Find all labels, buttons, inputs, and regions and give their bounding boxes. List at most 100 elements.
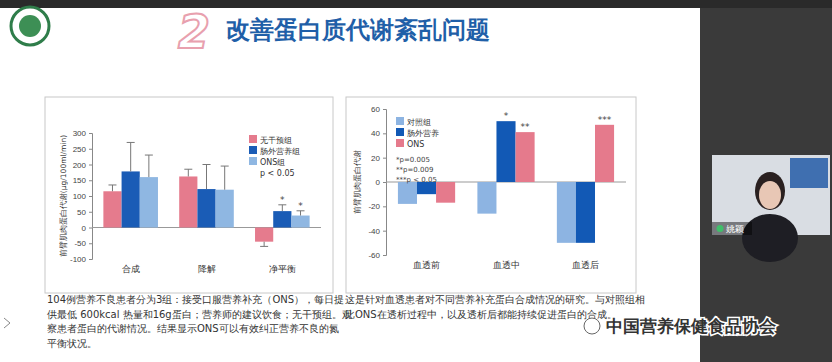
x-tick: 降解: [198, 264, 216, 274]
presenter-name: 姚颖: [726, 224, 744, 234]
error-cap: [203, 164, 211, 165]
webcam: 姚颖: [712, 155, 830, 262]
y-label: 前臂肌肉蛋白代谢: [353, 150, 362, 214]
chart: -100-50050100150200250300合成降解净平衡前臂肌肉蛋白代谢…: [45, 97, 333, 293]
y-tick: 250: [73, 145, 92, 154]
error-cap: [127, 142, 135, 143]
legend-swatch: [396, 117, 404, 125]
y-tick-label: 40: [371, 129, 380, 138]
error-stem: [282, 205, 283, 211]
y-label: 前臂肌肉蛋白代谢(μg/100ml/min): [59, 135, 68, 257]
y-tick-mark: [89, 259, 92, 260]
y-tick-mark: [383, 255, 386, 256]
x-tick-label: 降解: [198, 264, 216, 274]
watermark: 中国营养保健食品协会: [584, 316, 777, 336]
y-tick-label: 0: [82, 224, 87, 233]
bar: [496, 121, 515, 182]
annotation: *: [504, 111, 509, 121]
error-stem: [264, 242, 265, 247]
y-tick: -100: [70, 255, 92, 264]
bar: [417, 182, 436, 194]
bar: [122, 171, 140, 227]
y-tick-mark: [89, 243, 92, 244]
bar: [216, 190, 234, 228]
y-axis-line: [89, 134, 93, 260]
y-tick: -20: [368, 202, 386, 211]
bar: [140, 177, 158, 227]
annotation: *: [280, 195, 285, 205]
y-tick-mark: [383, 231, 386, 232]
slide-number: 2: [178, 5, 210, 59]
error-bar: [278, 205, 286, 211]
x-tick-label: 合成: [122, 264, 140, 274]
error-bar: [145, 155, 153, 177]
error-stem: [112, 185, 113, 191]
y-tick-mark: [383, 182, 386, 183]
legend-swatch: [396, 139, 404, 147]
error-bar: [221, 166, 229, 190]
chart-frame: [346, 97, 636, 293]
error-cap: [260, 246, 268, 247]
legend-swatch: [249, 157, 257, 165]
y-tick-label: 60: [371, 105, 380, 114]
error-bar: [127, 142, 135, 171]
bar: [197, 189, 215, 227]
y-tick: 60: [371, 105, 386, 114]
y-tick-mark: [383, 158, 386, 159]
error-bar: [184, 169, 192, 176]
error-cap: [184, 169, 192, 170]
legend: 对照组肠外营养ONS*p=0.005**p=0.009***p < 0.05: [396, 117, 439, 184]
y-tick: -40: [368, 227, 386, 236]
chart-frame: [45, 97, 333, 293]
y-tick-mark: [383, 133, 386, 134]
bars: [103, 142, 309, 246]
annotation: ***: [598, 115, 612, 125]
legend-label: 对照组: [407, 118, 431, 127]
y-tick: 200: [73, 161, 92, 170]
y-axis: -100-50050100150200250300: [70, 129, 93, 264]
x-tick: 血透前: [413, 260, 440, 270]
x-tick-label: 血透后: [572, 260, 599, 270]
y-tick: 0: [376, 178, 386, 187]
x-tick-label: 净平衡: [269, 264, 296, 274]
legend-label: ONS: [407, 140, 424, 149]
y-tick-label: 200: [73, 161, 87, 170]
logo: [11, 7, 49, 45]
screen-bg: [0, 0, 832, 362]
bar: [179, 176, 197, 227]
bar: [255, 228, 273, 242]
bar: [291, 216, 309, 228]
y-tick-label: -60: [368, 251, 380, 260]
y-tick-mark: [89, 133, 92, 134]
bar: [103, 191, 121, 227]
error-stem: [224, 166, 225, 190]
y-tick-mark: [89, 165, 92, 166]
x-tick: 净平衡: [269, 264, 296, 274]
caption-line: 比ONS在透析过程中，以及透析后都能持续促进蛋白的合成。: [345, 309, 617, 320]
y-tick: 0: [82, 224, 92, 233]
bar: [398, 182, 417, 204]
wechat-icon: [584, 318, 600, 334]
y-axis-line: [383, 110, 387, 256]
error-cap: [108, 184, 116, 185]
y-tick-mark: [383, 109, 386, 110]
error-bar: [260, 242, 268, 247]
y-tick-mark: [89, 180, 92, 181]
caption-line: 平衡状况。: [47, 338, 97, 349]
y-tick-label: -100: [70, 255, 87, 264]
note: *p=0.005: [396, 156, 430, 164]
legend-swatch: [396, 128, 404, 136]
slide-title: 改善蛋白质代谢紊乱问题: [226, 16, 490, 44]
y-tick-label: -40: [368, 227, 380, 236]
chart: -60-40-200204060血透前血透中血透后前臂肌肉蛋白代谢******对…: [346, 97, 636, 293]
y-tick: -50: [74, 239, 92, 248]
y-tick: 50: [77, 208, 92, 217]
legend-label: 肠外营养组: [260, 147, 300, 156]
y-tick-label: 300: [73, 129, 87, 138]
y-tick-label: -20: [368, 202, 380, 211]
error-bar: [203, 165, 211, 190]
note: **p=0.009: [396, 166, 433, 174]
legend-label: 无干预组: [260, 136, 292, 145]
y-tick: -60: [368, 251, 386, 260]
y-tick-label: 50: [77, 208, 86, 217]
